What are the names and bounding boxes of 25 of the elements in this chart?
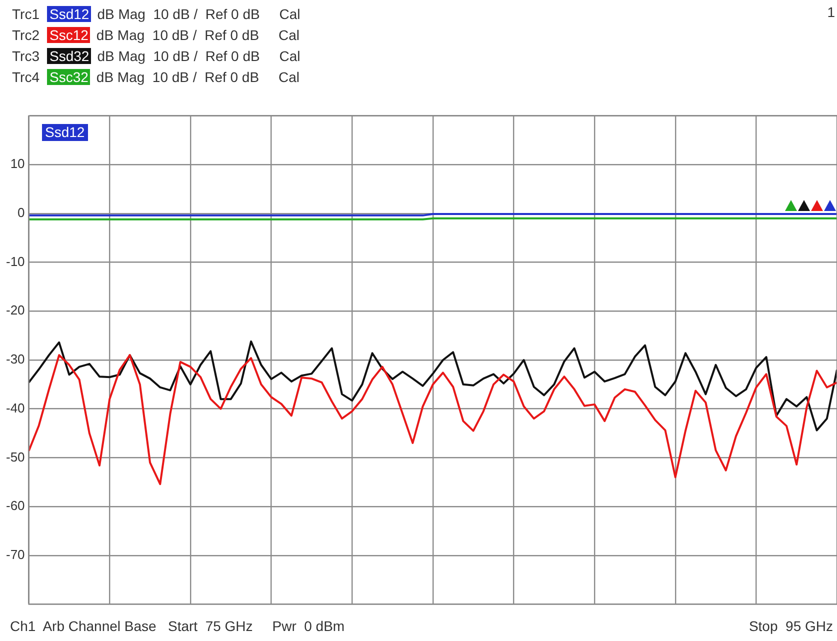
text: dB Mag 10 dB / Ref 0 dB Cal xyxy=(96,27,300,43)
text: Ssd12 xyxy=(47,6,92,22)
y-tick-label: -40 xyxy=(6,400,25,416)
text: Ssc12 xyxy=(47,27,90,43)
text: Trc1 xyxy=(12,6,40,22)
text: Ssd32 xyxy=(47,48,92,64)
text: Ch1 Arb Channel Base Start 75 GHz Pwr 0 dBm xyxy=(10,618,345,634)
y-tick-label: -30 xyxy=(6,352,25,367)
text: dB Mag 10 dB / Ref 0 dB Cal xyxy=(97,6,300,22)
text: dB Mag 10 dB / Ref 0 dB Cal xyxy=(96,69,300,85)
text: dB Mag 10 dB / Ref 0 dB Cal xyxy=(97,48,300,64)
y-tick-label: 10 xyxy=(10,156,25,172)
y-tick-label: -10 xyxy=(6,254,25,269)
text: Trc2 xyxy=(12,27,40,43)
y-tick-label: -70 xyxy=(6,546,25,562)
text: Ssc32 xyxy=(47,69,90,85)
text: Trc3 xyxy=(12,48,40,64)
text: Trc4 xyxy=(12,69,40,85)
y-tick-label: -50 xyxy=(6,449,25,464)
annotation: Ssd12 xyxy=(42,124,88,141)
y-tick-label: 0 xyxy=(18,205,25,220)
y-tick-label: -60 xyxy=(6,498,25,514)
y-tick-label: -20 xyxy=(6,302,25,318)
text: Stop 95 GHz xyxy=(748,618,833,634)
text: 1 xyxy=(827,4,835,20)
